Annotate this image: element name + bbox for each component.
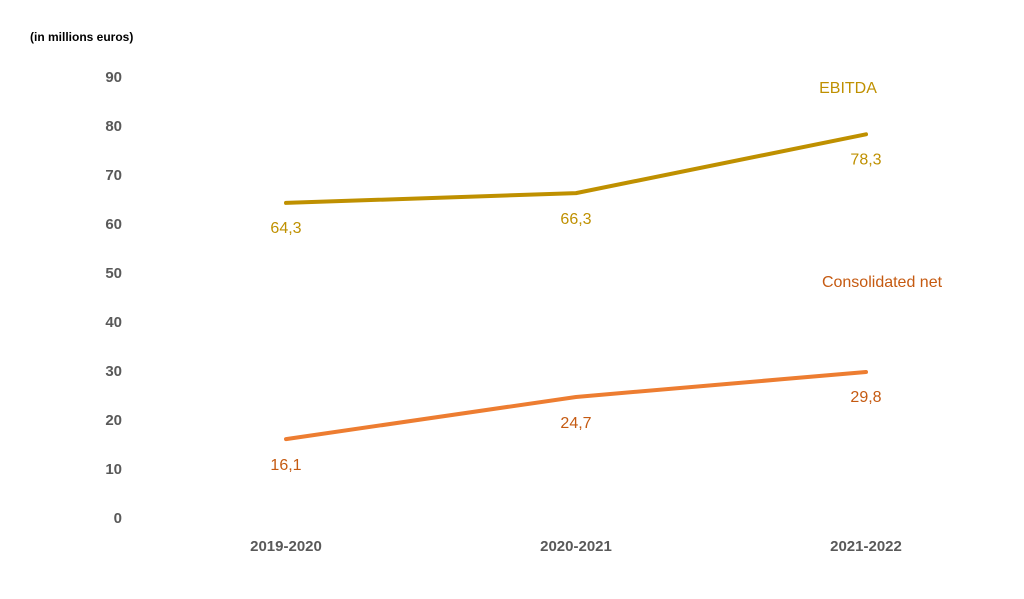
data-label: 78,3 bbox=[850, 151, 881, 168]
y-tick-label: 30 bbox=[105, 363, 122, 380]
data-label: 64,3 bbox=[270, 220, 301, 237]
y-tick-label: 50 bbox=[105, 265, 122, 282]
series-name-label: EBITDA bbox=[819, 80, 877, 97]
y-tick-label: 80 bbox=[105, 118, 122, 135]
y-tick-label: 70 bbox=[105, 167, 122, 184]
x-axis-ticks: 2019-2020 2020-2021 2021-2022 bbox=[250, 538, 902, 555]
unit-label: (in millions euros) bbox=[30, 30, 133, 44]
series-names: EBITDA Consolidated net bbox=[819, 80, 942, 291]
x-tick-label: 2020-2021 bbox=[540, 538, 612, 555]
x-tick-label: 2021-2022 bbox=[830, 538, 902, 555]
y-tick-label: 0 bbox=[114, 510, 122, 527]
data-label: 16,1 bbox=[270, 457, 301, 474]
x-tick-label: 2019-2020 bbox=[250, 538, 322, 555]
y-axis-ticks: 0 10 20 30 40 50 60 70 80 90 bbox=[105, 69, 122, 527]
data-label: 66,3 bbox=[560, 211, 591, 228]
data-label: 24,7 bbox=[560, 415, 591, 432]
y-tick-label: 10 bbox=[105, 461, 122, 478]
y-tick-label: 60 bbox=[105, 216, 122, 233]
y-tick-label: 40 bbox=[105, 314, 122, 331]
data-labels: 64,3 66,3 78,3 16,1 24,7 29,8 bbox=[270, 151, 881, 474]
series-line-0 bbox=[284, 132, 868, 205]
y-tick-label: 90 bbox=[105, 69, 122, 86]
y-tick-label: 20 bbox=[105, 412, 122, 429]
series-name-label: Consolidated net bbox=[822, 274, 943, 291]
series-line-1 bbox=[284, 369, 868, 442]
data-label: 29,8 bbox=[850, 389, 881, 406]
series-lines bbox=[284, 132, 868, 442]
